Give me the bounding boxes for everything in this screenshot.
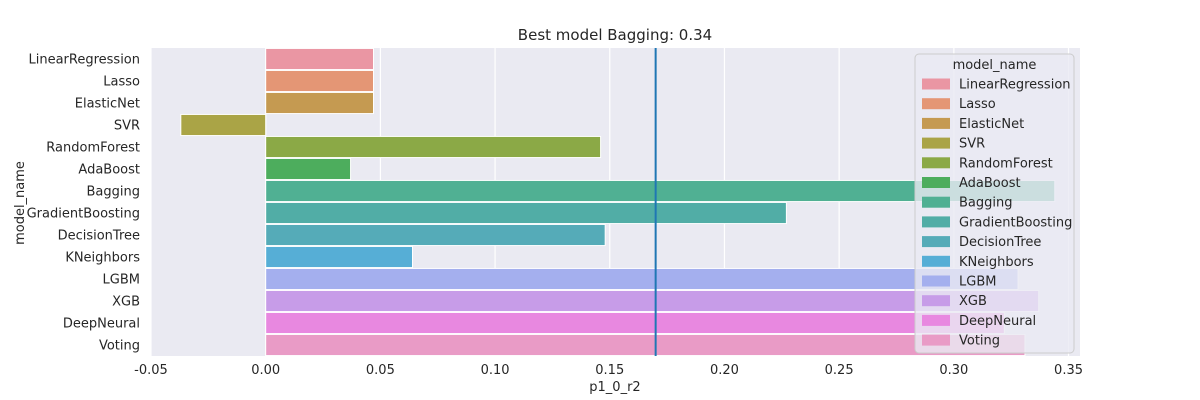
- bar-deepneural: [265, 311, 1005, 335]
- bar-gradientboosting: [265, 201, 787, 225]
- legend-swatch: [922, 295, 950, 307]
- legend-entry-label: XGB: [959, 294, 987, 309]
- y-tick-label: KNeighbors: [65, 251, 140, 266]
- x-tick-label: 0.15: [595, 363, 624, 378]
- legend-swatch: [922, 137, 950, 149]
- x-tick-label: 0.30: [939, 363, 968, 378]
- y-tick-label: LGBM: [103, 273, 140, 288]
- y-tick-label: Bagging: [87, 185, 141, 200]
- bar-lasso: [265, 69, 375, 93]
- legend-entry-label: LGBM: [959, 275, 996, 290]
- axes-group: -0.05 0.00 0.05 0.10 0.15 0.20 0.25 0.30 0.35 Lin…: [27, 53, 1083, 379]
- legend: model_name LinearRegression Lasso ElasticNe…: [914, 53, 1075, 354]
- y-tick-label: SVR: [114, 119, 140, 134]
- y-axis-label: model_name: [13, 161, 28, 245]
- y-tick-label: AdaBoost: [78, 163, 140, 178]
- legend-entry-label: Voting: [959, 334, 1000, 349]
- legend-swatch: [922, 98, 950, 110]
- bar-lgbm: [265, 267, 1019, 291]
- x-tick-label: -0.05: [134, 363, 168, 378]
- bar-adaboost: [265, 157, 352, 181]
- legend-swatch: [922, 117, 950, 129]
- y-tick-label: RandomForest: [46, 141, 140, 156]
- legend-swatch: [922, 236, 950, 248]
- legend-swatch: [922, 157, 950, 169]
- y-tick-label: GradientBoosting: [27, 207, 140, 222]
- legend-swatch: [922, 177, 950, 188]
- legend-swatch: [922, 255, 950, 267]
- x-tick-label: 0.00: [251, 363, 280, 378]
- chart-title: Best model Bagging: 0.34: [518, 26, 712, 44]
- bar-kneighbors: [265, 245, 413, 269]
- x-tick-label: 0.10: [481, 363, 510, 378]
- legend-swatch: [922, 275, 950, 287]
- y-tick-label: DecisionTree: [58, 229, 140, 244]
- legend-box: [914, 53, 1075, 354]
- legend-entry-label: DeepNeural: [959, 314, 1036, 329]
- legend-entry-label: DecisionTree: [959, 235, 1041, 250]
- legend-entry-label: KNeighbors: [959, 255, 1034, 270]
- legend-swatch: [922, 196, 950, 208]
- y-tick-label: LinearRegression: [28, 53, 140, 68]
- legend-title: model_name: [953, 58, 1037, 73]
- bars-group: [180, 47, 1056, 357]
- y-tick-label: DeepNeural: [63, 317, 140, 332]
- legend-entry-label: Lasso: [959, 97, 996, 112]
- bar-elasticnet: [265, 91, 375, 115]
- x-tick-label: 0.35: [1054, 363, 1083, 378]
- legend-swatch: [922, 334, 950, 346]
- bar-randomforest: [265, 135, 602, 159]
- x-tick-label: 0.05: [366, 363, 395, 378]
- x-tick-label: 0.25: [825, 363, 854, 378]
- x-axis-label: p1_0_r2: [589, 380, 640, 395]
- y-tick-label: XGB: [112, 295, 140, 310]
- bar-voting: [265, 333, 1026, 357]
- legend-entry-label: AdaBoost: [959, 176, 1021, 191]
- legend-entry-label: SVR: [959, 137, 985, 152]
- legend-entry-label: Bagging: [959, 196, 1013, 211]
- legend-swatch: [922, 78, 950, 90]
- legend-entry-label: GradientBoosting: [959, 215, 1072, 230]
- legend-swatch: [922, 314, 950, 326]
- y-tick-label: Lasso: [103, 75, 140, 90]
- y-tick-label: ElasticNet: [75, 97, 140, 112]
- legend-entry-label: LinearRegression: [959, 78, 1071, 93]
- legend-swatch: [922, 216, 950, 228]
- legend-entry-label: RandomForest: [959, 156, 1053, 171]
- bar-decisiontree: [265, 223, 606, 247]
- bar-linearregression: [265, 47, 375, 71]
- bar-svr: [180, 113, 267, 137]
- legend-entry-label: ElasticNet: [959, 117, 1024, 132]
- y-tick-label: Voting: [99, 339, 140, 354]
- x-tick-label: 0.20: [710, 363, 739, 378]
